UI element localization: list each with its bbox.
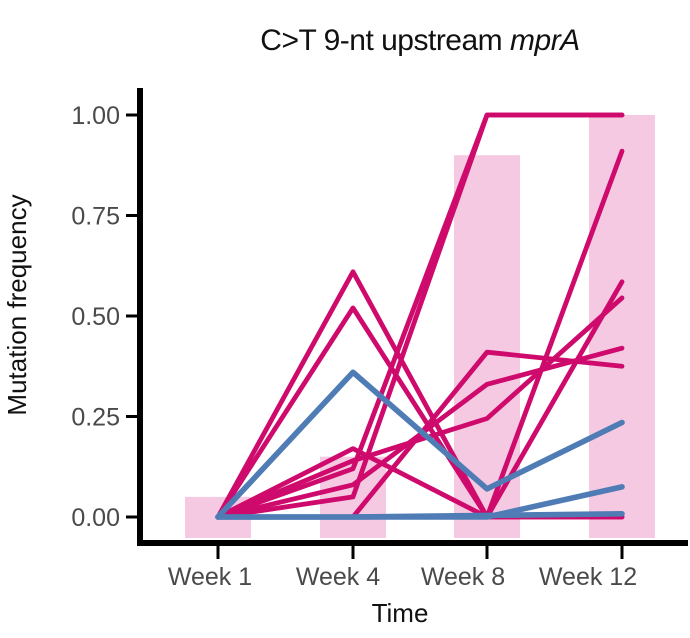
magenta-line-4	[215, 279, 625, 520]
bar-week-12	[589, 115, 655, 538]
y-tick-label: 1.00	[71, 102, 120, 130]
y-tick	[126, 214, 140, 217]
magenta-line-6	[215, 345, 625, 520]
x-tick-label: Week 4	[296, 563, 380, 591]
y-tick	[126, 314, 140, 318]
y-tick-label: 0.75	[71, 203, 120, 231]
magenta-line-2	[215, 112, 625, 520]
blue-line-3	[215, 510, 625, 520]
chart-title: C>T 9-nt upstream mprA	[150, 24, 690, 58]
y-tick-label: 0.25	[71, 404, 120, 432]
x-axis-line	[137, 540, 688, 546]
y-tick-label: 0.50	[71, 303, 120, 331]
x-tick	[485, 546, 489, 559]
x-tick	[351, 546, 355, 559]
y-tick	[126, 113, 140, 117]
x-tick	[216, 546, 220, 559]
x-tick-label: Week 1	[168, 563, 252, 591]
chart-title-text: C>T 9-nt upstream	[260, 24, 511, 57]
x-tick-label: Week 8	[421, 563, 505, 591]
x-tick	[620, 546, 624, 559]
y-tick	[126, 515, 140, 519]
x-axis-title: Time	[372, 598, 429, 628]
blue-line-1	[215, 369, 625, 520]
chart-title-gene: mprA	[510, 24, 580, 57]
magenta-line-3	[215, 148, 625, 520]
magenta-line-7	[215, 295, 625, 520]
y-tick	[126, 415, 140, 418]
x-tick-label: Week 12	[539, 563, 637, 591]
y-axis-title: Mutation frequency	[2, 194, 32, 415]
y-tick-label: 0.00	[71, 504, 120, 532]
